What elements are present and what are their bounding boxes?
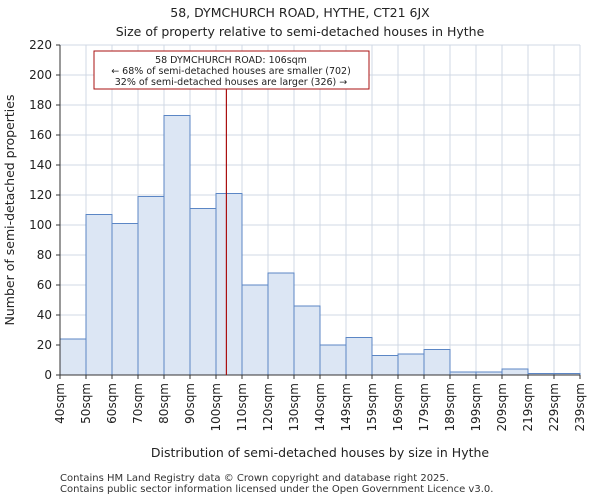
bar-149sqm: [345, 337, 373, 376]
y-tick-label: 140: [29, 158, 52, 172]
footer-line-1: Contains HM Land Registry data © Crown c…: [60, 473, 449, 484]
y-tick-label: 0: [44, 368, 52, 382]
bar-179sqm: [423, 349, 451, 376]
bar-159sqm: [371, 355, 399, 376]
x-tick-label: 149sqm: [339, 383, 353, 431]
x-tick-label: 189sqm: [443, 383, 457, 431]
x-tick-label: 219sqm: [521, 383, 535, 431]
y-tick-label: 60: [37, 278, 52, 292]
bar-169sqm: [397, 353, 425, 376]
x-tick-label: 50sqm: [79, 383, 93, 424]
y-tick-label: 20: [37, 338, 52, 352]
y-tick-label: 160: [29, 128, 52, 142]
bar-110sqm: [241, 284, 269, 376]
x-tick-label: 40sqm: [53, 383, 67, 424]
x-axis-label: Distribution of semi-detached houses by …: [151, 445, 490, 460]
y-tick-label: 200: [29, 68, 52, 82]
x-tick-label: 199sqm: [469, 383, 483, 431]
x-tick-label: 179sqm: [417, 383, 431, 431]
bar-209sqm: [501, 368, 529, 376]
bar-140sqm: [319, 344, 347, 376]
chart-title: 58, DYMCHURCH ROAD, HYTHE, CT21 6JX: [170, 5, 430, 20]
bar-50sqm: [85, 214, 113, 376]
annotation-box: 58 DYMCHURCH ROAD: 106sqm← 68% of semi-d…: [93, 50, 370, 90]
x-tick-label: 239sqm: [573, 383, 587, 431]
annotation-line-3: 32% of semi-detached houses are larger (…: [115, 77, 348, 88]
chart-subtitle: Size of property relative to semi-detach…: [115, 24, 485, 39]
bar-90sqm: [189, 208, 217, 376]
bar-40sqm: [59, 338, 87, 376]
x-tick-label: 80sqm: [157, 383, 171, 424]
y-tick-label: 40: [37, 308, 52, 322]
x-tick-label: 70sqm: [131, 383, 145, 424]
annotation-line-1: 58 DYMCHURCH ROAD: 106sqm: [155, 55, 307, 66]
x-tick-label: 229sqm: [547, 383, 561, 431]
x-tick-label: 90sqm: [183, 383, 197, 424]
bar-70sqm: [137, 196, 165, 376]
bar-130sqm: [293, 305, 321, 376]
x-tick-label: 110sqm: [235, 383, 249, 431]
x-tick-label: 169sqm: [391, 383, 405, 431]
x-tick-label: 60sqm: [105, 383, 119, 424]
x-tick-label: 159sqm: [365, 383, 379, 431]
y-tick-label: 100: [29, 218, 52, 232]
bar-60sqm: [111, 223, 139, 376]
y-tick-label: 220: [29, 38, 52, 52]
x-tick-label: 100sqm: [209, 383, 223, 431]
annotation-line-2: ← 68% of semi-detached houses are smalle…: [111, 66, 351, 77]
bar-80sqm: [163, 115, 191, 376]
y-tick-label: 180: [29, 98, 52, 112]
y-axis-label: Number of semi-detached properties: [2, 95, 17, 326]
footer-line-2: Contains public sector information licen…: [60, 484, 494, 495]
x-tick-label: 209sqm: [495, 383, 509, 431]
annotation-frame: [93, 50, 370, 90]
x-tick-label: 120sqm: [261, 383, 275, 431]
bar-100sqm: [215, 193, 243, 376]
bar-120sqm: [267, 272, 295, 376]
x-tick-label: 140sqm: [313, 383, 327, 431]
x-tick-label: 130sqm: [287, 383, 301, 431]
y-tick-label: 120: [29, 188, 52, 202]
y-tick-label: 80: [37, 248, 52, 262]
